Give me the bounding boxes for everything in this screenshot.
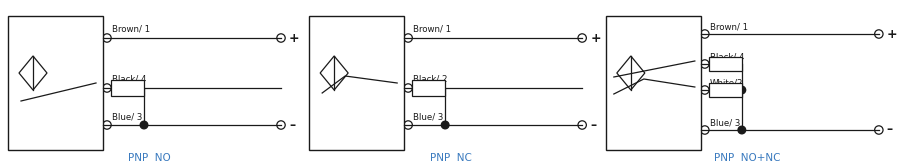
Text: PNP  NO+NC: PNP NO+NC <box>714 153 780 163</box>
Text: Brown/ 1: Brown/ 1 <box>710 22 748 31</box>
Text: White/2: White/2 <box>710 78 743 87</box>
Text: Blue/ 3: Blue/ 3 <box>414 112 443 121</box>
Text: PNP  NO: PNP NO <box>129 153 171 163</box>
Circle shape <box>738 86 745 94</box>
Text: Blue/ 3: Blue/ 3 <box>112 112 142 121</box>
Text: +: + <box>886 28 897 40</box>
Circle shape <box>140 121 147 129</box>
Text: +: + <box>289 32 299 45</box>
Bar <box>412 80 445 96</box>
Text: Blue/ 3: Blue/ 3 <box>710 118 740 127</box>
Polygon shape <box>320 56 348 90</box>
Text: +: + <box>590 32 601 45</box>
Text: Brown/ 1: Brown/ 1 <box>112 25 150 34</box>
Text: Brown/ 1: Brown/ 1 <box>414 25 451 34</box>
Text: Black/ 2: Black/ 2 <box>414 75 448 84</box>
Bar <box>8 16 103 150</box>
Text: Black/ 4: Black/ 4 <box>710 52 744 61</box>
Polygon shape <box>617 56 645 90</box>
Polygon shape <box>19 56 47 90</box>
Bar <box>708 57 742 71</box>
Circle shape <box>738 126 745 134</box>
Text: –: – <box>590 118 596 132</box>
Text: –: – <box>886 123 893 136</box>
Bar <box>708 83 742 97</box>
Circle shape <box>441 121 449 129</box>
Bar <box>111 80 144 96</box>
Text: Black/ 4: Black/ 4 <box>112 75 147 84</box>
Text: –: – <box>289 118 295 132</box>
Text: PNP  NC: PNP NC <box>430 153 472 163</box>
Bar <box>606 16 701 150</box>
Bar <box>309 16 405 150</box>
